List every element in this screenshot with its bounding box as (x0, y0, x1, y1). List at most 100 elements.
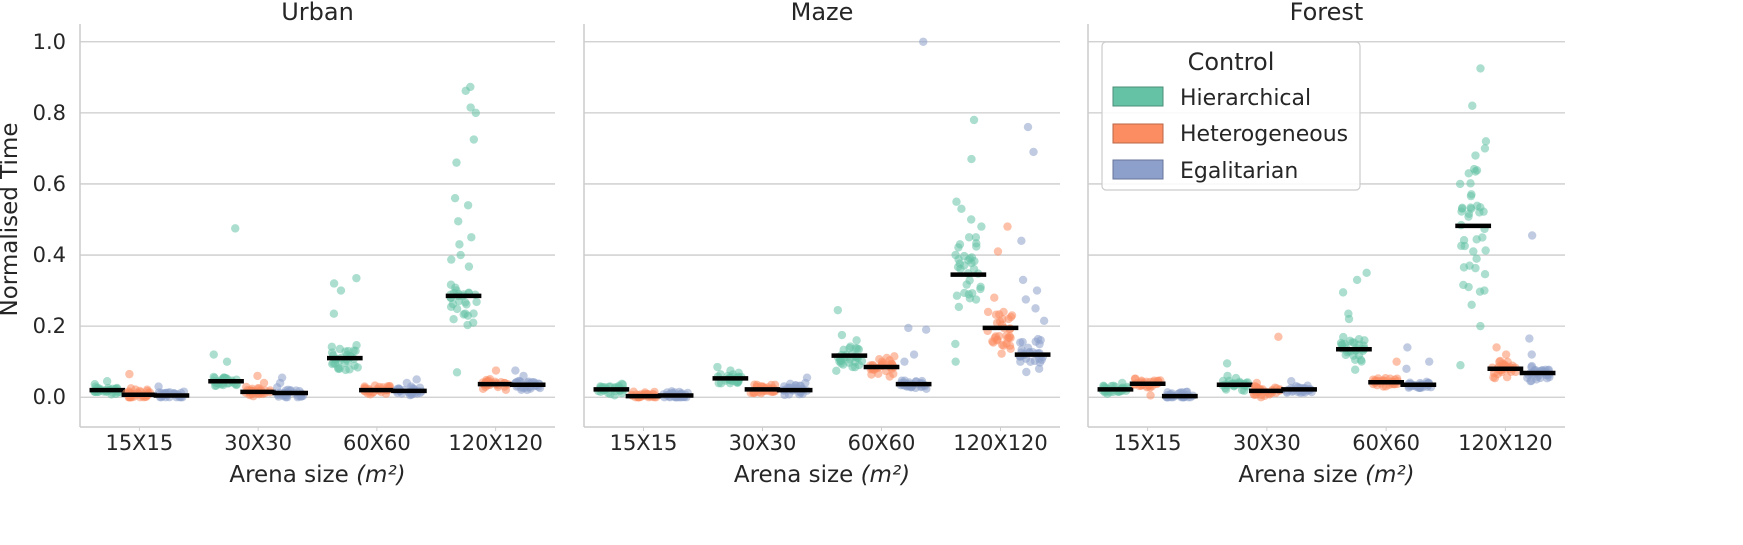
data-point-hierarchical (951, 339, 960, 349)
data-point-hierarchical (449, 314, 458, 324)
data-point-heterogeneous (1493, 369, 1502, 379)
data-point-hierarchical (1467, 190, 1476, 199)
data-point-egalitarian (1532, 375, 1541, 384)
data-point-hierarchical (467, 233, 476, 242)
data-point-egalitarian (1022, 367, 1031, 377)
legend-swatch-egalitarian (1112, 159, 1164, 180)
data-point-heterogeneous (1006, 344, 1015, 354)
data-point-hierarchical (352, 273, 361, 283)
data-point-hierarchical (1118, 378, 1127, 388)
data-point-egalitarian (900, 357, 909, 366)
data-point-hierarchical (1466, 204, 1476, 213)
data-point-hierarchical (955, 240, 965, 249)
data-point-hierarchical (1471, 151, 1480, 160)
data-point-hierarchical (1481, 246, 1490, 255)
data-point-hierarchical (971, 295, 981, 304)
data-point-hierarchical (952, 197, 961, 206)
data-point-hierarchical (1362, 268, 1371, 278)
data-point-hierarchical (454, 217, 463, 226)
panel-title: Maze (791, 0, 854, 26)
data-point-egalitarian (275, 378, 285, 388)
data-point-egalitarian (1425, 357, 1434, 366)
panel-title: Forest (1290, 0, 1364, 26)
data-point-hierarchical (957, 204, 966, 214)
data-point-hierarchical (857, 356, 867, 366)
x-tick-label: 15X15 (105, 431, 173, 455)
data-point-hierarchical (1464, 212, 1473, 221)
data-point-egalitarian (154, 382, 163, 391)
data-point-heterogeneous (1492, 343, 1501, 352)
data-point-hierarchical (1475, 208, 1484, 217)
y-tick-label: 0.0 (33, 385, 66, 409)
x-axis-label: Arena size (m²) (1238, 462, 1414, 488)
data-point-hierarchical (726, 366, 735, 375)
data-point-hierarchical (463, 201, 473, 210)
data-point-hierarchical (471, 108, 480, 118)
x-tick-label: 30X30 (1233, 431, 1301, 455)
data-point-egalitarian (1287, 377, 1296, 386)
data-point-hierarchical (833, 305, 843, 315)
data-point-heterogeneous (999, 341, 1008, 350)
data-point-hierarchical (334, 364, 343, 374)
data-point-egalitarian (519, 371, 528, 381)
y-tick-label: 0.4 (33, 243, 66, 267)
data-point-hierarchical (1466, 179, 1475, 188)
data-point-hierarchical (329, 279, 339, 288)
data-point-hierarchical (848, 362, 857, 372)
x-axis-unit: (m²) (1365, 462, 1415, 488)
data-point-egalitarian (1542, 374, 1552, 383)
legend: Control Hierarchical Heterogeneous Egali… (1101, 41, 1361, 191)
data-point-hierarchical (466, 103, 475, 112)
data-point-hierarchical (102, 377, 112, 386)
data-point-hierarchical (452, 158, 461, 167)
data-point-hierarchical (960, 288, 969, 298)
data-point-hierarchical (977, 222, 986, 231)
data-point-hierarchical (1467, 300, 1476, 310)
data-point-hierarchical (969, 115, 979, 125)
y-tick-label: 0.2 (33, 314, 66, 338)
data-point-heterogeneous (983, 307, 993, 317)
data-point-egalitarian (1023, 122, 1033, 132)
data-point-heterogeneous (491, 366, 501, 375)
data-point-heterogeneous (126, 384, 136, 393)
data-point-hierarchical (972, 242, 981, 251)
data-point-egalitarian (412, 375, 421, 384)
data-point-egalitarian (921, 325, 931, 334)
data-point-hierarchical (1349, 338, 1359, 347)
data-point-heterogeneous (1392, 357, 1401, 366)
panel-title: Urban (281, 0, 354, 26)
data-point-egalitarian (1021, 295, 1031, 304)
data-point-egalitarian (402, 378, 412, 388)
y-axis-label: Normalised Time (0, 123, 23, 317)
data-point-heterogeneous (253, 371, 262, 381)
data-point-heterogeneous (1260, 391, 1269, 400)
data-point-hierarchical (837, 330, 847, 340)
data-point-hierarchical (971, 233, 981, 242)
data-point-hierarchical (1457, 241, 1466, 251)
data-point-hierarchical (472, 297, 481, 307)
x-tick-label: 120X120 (448, 431, 543, 455)
data-point-hierarchical (1222, 359, 1232, 368)
data-point-hierarchical (1344, 314, 1354, 324)
data-point-egalitarian (909, 350, 919, 359)
data-point-egalitarian (1525, 334, 1534, 343)
x-tick-label: 60X60 (343, 431, 411, 455)
data-point-egalitarian (1527, 350, 1536, 359)
data-point-hierarchical (1480, 144, 1490, 153)
data-point-heterogeneous (1146, 391, 1155, 400)
data-point-egalitarian (1031, 304, 1040, 313)
data-point-egalitarian (511, 366, 520, 375)
data-point-hierarchical (456, 250, 465, 260)
data-point-hierarchical (1476, 321, 1485, 331)
data-point-hierarchical (969, 264, 979, 274)
data-point-hierarchical (1480, 286, 1489, 295)
x-tick-label: 60X60 (848, 431, 916, 455)
data-point-hierarchical (469, 135, 479, 144)
y-tick-label: 0.6 (33, 172, 66, 196)
x-tick-label: 120X120 (953, 431, 1048, 455)
data-point-hierarchical (463, 320, 472, 330)
data-point-hierarchical (455, 240, 464, 249)
x-tick-label: 15X15 (1114, 431, 1182, 455)
data-point-hierarchical (1480, 269, 1490, 279)
legend-swatch-hierarchical (1112, 86, 1164, 107)
